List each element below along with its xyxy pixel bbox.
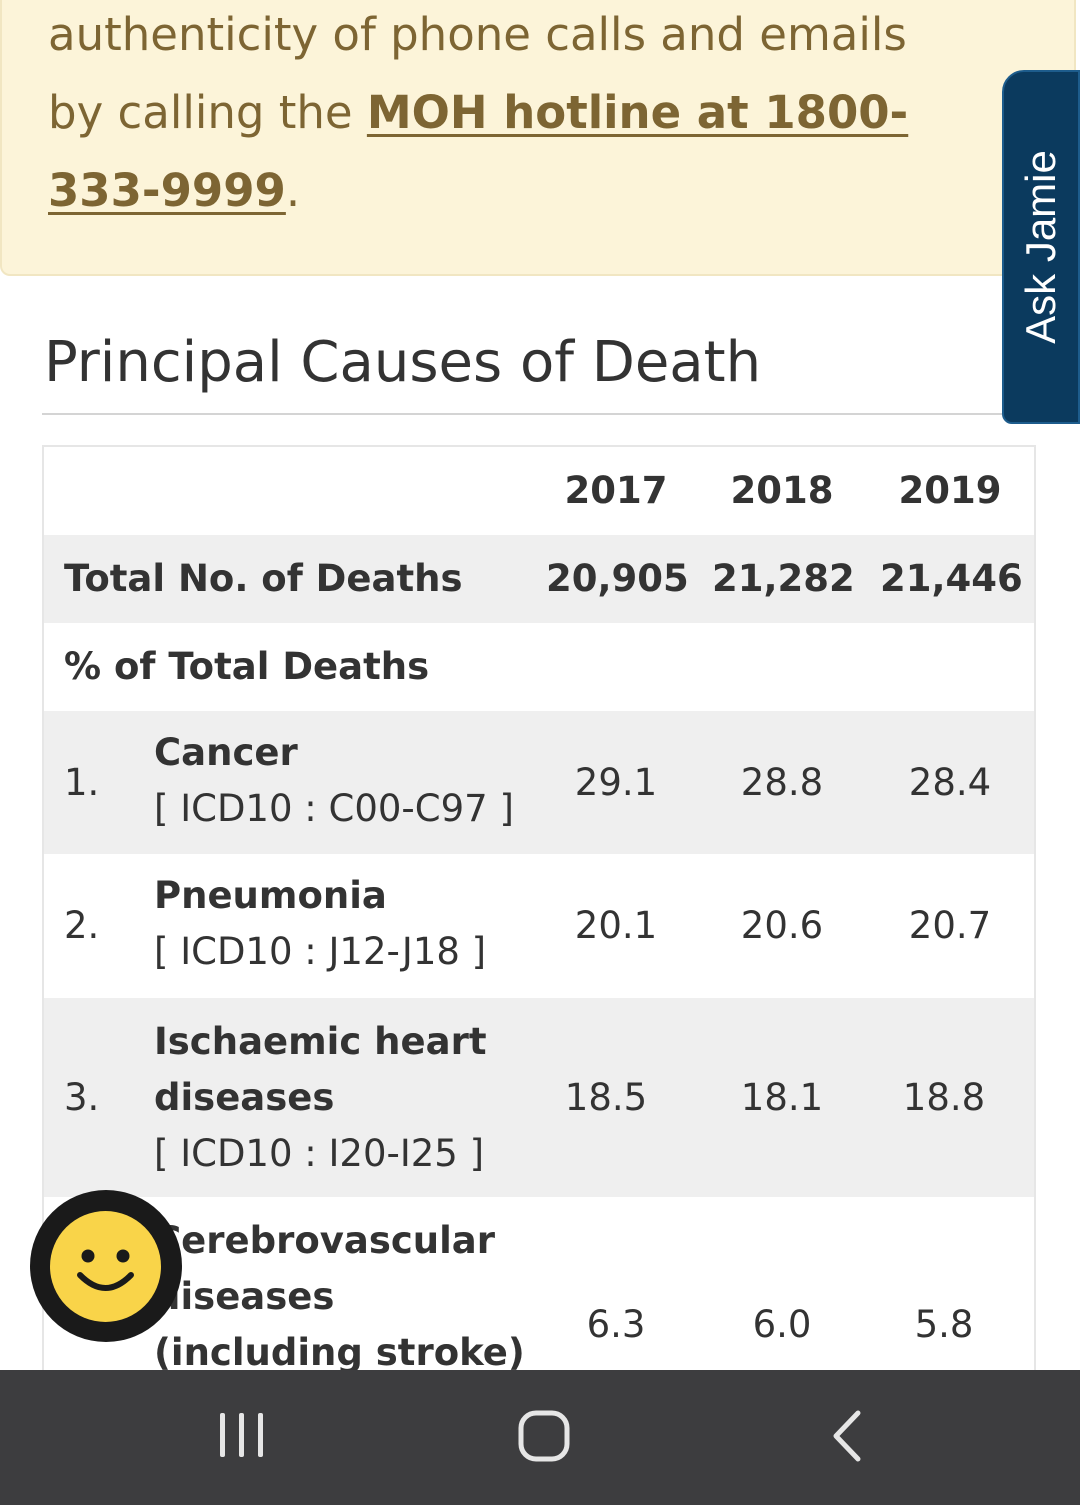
ask-jamie-button[interactable]: Ask Jamie <box>1002 70 1080 424</box>
cause-name: Pneumonia <box>154 874 387 917</box>
cause-value-2018: 6.0 <box>752 1303 812 1346</box>
cause-value-2017: 6.3 <box>586 1303 646 1346</box>
cause-value-2019: 20.7 <box>908 904 992 947</box>
cause-name-line1: Cerebrovascular <box>154 1219 496 1262</box>
notice-text: authenticity of phone calls and emails b… <box>48 0 948 230</box>
cause-value-2019: 5.8 <box>914 1303 974 1346</box>
cause-name-line2: diseases <box>154 1076 335 1119</box>
table-row: 3. Ischaemic heart diseases [ ICD10 : I2… <box>44 998 1034 1197</box>
total-deaths-row: Total No. of Deaths 20,905 21,282 21,446 <box>44 535 1034 623</box>
system-nav-bar <box>0 1370 1080 1505</box>
back-button[interactable] <box>830 1410 864 1466</box>
back-icon <box>833 1410 861 1462</box>
year-header-2019: 2019 <box>898 469 1002 512</box>
percent-header-label: % of Total Deaths <box>64 645 430 688</box>
total-deaths-2017: 20,905 <box>546 557 689 600</box>
cause-rank: 2. <box>64 904 100 947</box>
table-row: 1. Cancer [ ICD10 : C00-C97 ] 29.1 28.8 … <box>44 711 1034 854</box>
total-deaths-label: Total No. of Deaths <box>64 557 463 600</box>
year-header-2018: 2018 <box>730 469 834 512</box>
total-deaths-2019: 21,446 <box>880 557 1023 600</box>
cause-icd: [ ICD10 : C00-C97 ] <box>154 787 514 830</box>
cause-value-2019: 18.8 <box>902 1076 986 1119</box>
table-row: Cerebrovascular diseases (including stro… <box>44 1197 1034 1375</box>
title-divider <box>42 413 1002 415</box>
smiley-icon <box>50 1211 161 1322</box>
cause-rank: 3. <box>64 1076 100 1119</box>
cause-name: Cancer <box>154 731 298 774</box>
moh-hotline-link[interactable]: MOH hotline at 1800-333-9999 <box>48 86 909 217</box>
feedback-button[interactable] <box>30 1190 182 1342</box>
table-header-row: 2017 2018 2019 <box>44 447 1034 535</box>
cause-rank: 1. <box>64 761 100 804</box>
cause-icd: [ ICD10 : J12-J18 ] <box>154 930 487 973</box>
cause-value-2017: 20.1 <box>574 904 658 947</box>
cause-value-2018: 18.1 <box>740 1076 824 1119</box>
home-icon <box>518 1410 570 1462</box>
cause-value-2017: 18.5 <box>564 1076 648 1119</box>
year-header-2017: 2017 <box>564 469 668 512</box>
causes-of-death-table: 2017 2018 2019 Total No. of Deaths 20,90… <box>42 445 1036 1375</box>
recents-icon <box>220 1413 263 1457</box>
notice-banner: authenticity of phone calls and emails b… <box>0 0 1076 276</box>
cause-value-2018: 20.6 <box>740 904 824 947</box>
home-button[interactable] <box>518 1410 570 1466</box>
cause-name-line2: diseases <box>154 1275 335 1318</box>
table-row: 2. Pneumonia [ ICD10 : J12-J18 ] 20.1 20… <box>44 854 1034 998</box>
cause-value-2019: 28.4 <box>908 761 992 804</box>
notice-text-after: . <box>285 164 301 217</box>
total-deaths-2018: 21,282 <box>712 557 855 600</box>
cause-value-2018: 28.8 <box>740 761 824 804</box>
notice-text-before: authenticity of phone calls and emails b… <box>48 8 907 139</box>
recents-button[interactable] <box>218 1411 266 1465</box>
cause-icd: [ ICD10 : I20-I25 ] <box>154 1132 485 1175</box>
cause-name-line3: (including stroke) <box>154 1331 525 1374</box>
cause-value-2017: 29.1 <box>574 761 658 804</box>
percent-header-row: % of Total Deaths <box>44 623 1034 711</box>
ask-jamie-label: Ask Jamie <box>1017 150 1064 344</box>
page-title: Principal Causes of Death <box>44 330 762 395</box>
cause-name-line1: Ischaemic heart <box>154 1020 487 1063</box>
